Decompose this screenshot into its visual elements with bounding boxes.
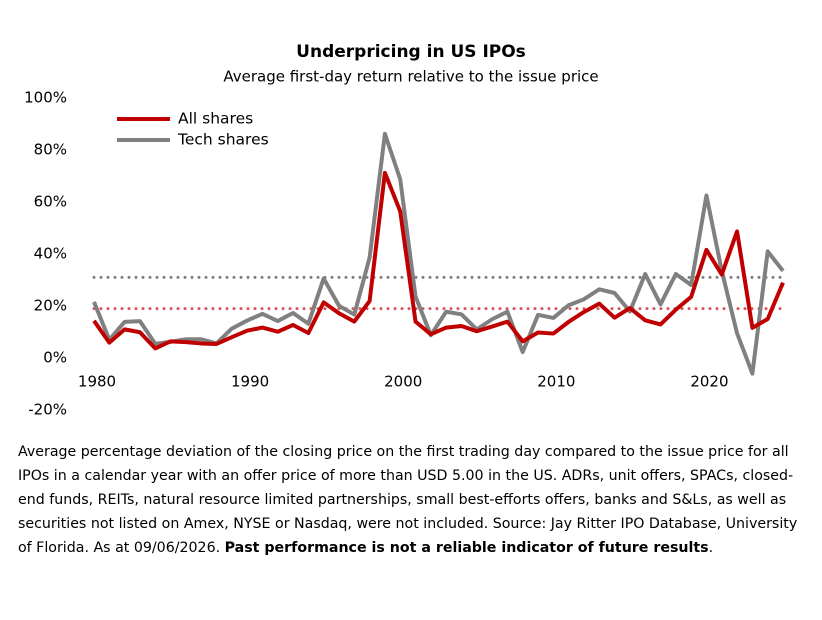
y-tick-label: 100%: [24, 89, 67, 107]
chart-subtitle: Average first-day return relative to the…: [223, 68, 598, 86]
chart: Underpricing in US IPOs Average first-da…: [24, 42, 785, 419]
y-tick-label: 20%: [34, 297, 67, 315]
chart-title: Underpricing in US IPOs: [296, 42, 526, 62]
y-tick-label: 60%: [34, 193, 67, 211]
series-line: [92, 131, 785, 376]
note-bold: Past performance is not a reliable indic…: [224, 540, 709, 556]
x-tick-label: 2010: [537, 373, 575, 391]
y-tick-label: 40%: [34, 245, 67, 263]
legend-label: All shares: [178, 110, 253, 128]
series-line: [92, 170, 785, 351]
x-tick-label: 1990: [231, 373, 269, 391]
x-tick-label: 2020: [690, 373, 728, 391]
note-end: .: [708, 540, 714, 556]
y-tick-label: 80%: [34, 141, 67, 159]
y-tick-label: 0%: [43, 349, 67, 367]
footnote: Average percentage deviation of the clos…: [18, 440, 808, 560]
x-tick-label: 1980: [78, 373, 116, 391]
y-tick-label: -20%: [28, 401, 67, 419]
x-tick-label: 2000: [384, 373, 422, 391]
legend-label: Tech shares: [177, 131, 269, 149]
note-text: Average percentage deviation of the clos…: [18, 444, 798, 556]
